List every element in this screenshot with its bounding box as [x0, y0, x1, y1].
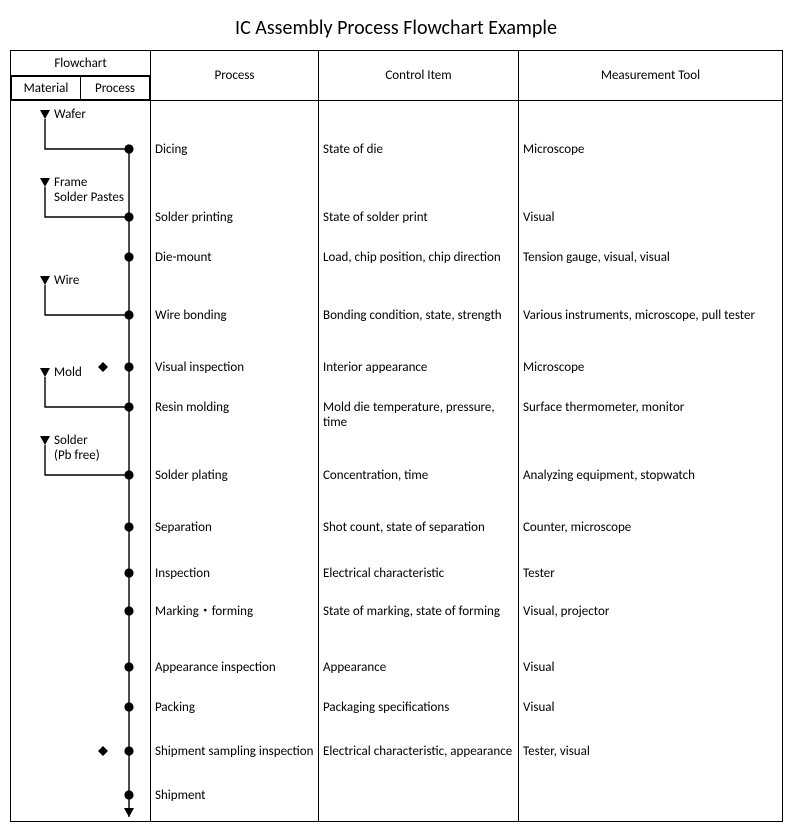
flowchart-table: Flowchart Process Control Item Measureme… — [10, 50, 783, 822]
flowchart-svg: Wafer FrameSolder Pastes Wire Mold Solder(Pb… — [11, 101, 151, 821]
measurement-tool-label: Visual — [523, 211, 780, 226]
measurement-tool-label: Analyzing equipment, stopwatch — [523, 469, 780, 484]
process-node-icon — [124, 790, 133, 799]
process-column: Dicing Solder printing Die-mount Wire bondi… — [151, 101, 319, 822]
process-step-label: Packing — [155, 701, 316, 716]
diamond-icon — [98, 362, 108, 372]
control-item-label: Load, chip position, chip direction — [323, 251, 516, 266]
header-control: Control Item — [319, 51, 519, 101]
process-node-icon — [124, 702, 133, 711]
process-step-label: Appearance inspection — [155, 661, 316, 676]
material-input-icon — [40, 110, 50, 119]
material-label: Frame — [54, 175, 87, 190]
control-item-label: Appearance — [323, 661, 516, 676]
measurement-tool-label: Visual — [523, 701, 780, 716]
page-title: IC Assembly Process Flowchart Example — [10, 16, 782, 40]
process-step-label: Separation — [155, 521, 316, 536]
control-item-label: Electrical characteristic — [323, 567, 516, 582]
process-step-label: Marking・forming — [155, 605, 316, 620]
process-step-label: Wire bonding — [155, 309, 316, 324]
control-item-label: Shot count, state of separation — [323, 521, 516, 536]
process-step-label: Resin molding — [155, 401, 316, 416]
process-step-label: Die-mount — [155, 251, 316, 266]
process-step-label: Shipment — [155, 789, 316, 804]
control-item-label: State of marking, state of forming — [323, 605, 516, 620]
material-label: Wafer — [54, 107, 86, 122]
process-step-label: Inspection — [155, 567, 316, 582]
process-node-icon — [124, 362, 133, 371]
header-process-sub: Process — [81, 77, 150, 100]
process-step-label: Solder plating — [155, 469, 316, 484]
control-item-label: Bonding condition, state, strength — [323, 309, 516, 324]
measurement-tool-label: Microscope — [523, 361, 780, 376]
process-node-icon — [124, 522, 133, 531]
process-node-icon — [124, 662, 133, 671]
process-step-label: Solder printing — [155, 211, 316, 226]
measurement-tool-label: Visual, projector — [523, 605, 780, 620]
material-input-icon — [40, 368, 50, 377]
measurement-tool-label: Visual — [523, 661, 780, 676]
measurement-tool-label: Tester, visual — [523, 745, 780, 760]
control-item-label: State of solder print — [323, 211, 516, 226]
measure-column: Microscope Visual Tension gauge, visual, v… — [519, 101, 783, 822]
material-input-icon — [40, 436, 50, 445]
process-step-label: Visual inspection — [155, 361, 316, 376]
flowchart-diagram-cell: Wafer FrameSolder Pastes Wire Mold Solder(Pb… — [11, 101, 151, 822]
measurement-tool-label: Counter, microscope — [523, 521, 780, 536]
diamond-icon — [98, 746, 108, 756]
material-label: Wire — [54, 273, 79, 288]
process-step-label: Shipment sampling inspection — [155, 745, 316, 760]
material-label: (Pb free) — [54, 448, 100, 463]
control-item-label: Interior appearance — [323, 361, 516, 376]
header-flowchart: Flowchart — [11, 51, 151, 76]
control-item-label: State of die — [323, 143, 516, 158]
process-node-icon — [124, 606, 133, 615]
material-label: Solder Pastes — [54, 190, 124, 205]
process-node-icon — [124, 252, 133, 261]
control-column: State of die State of solder print Load, c… — [319, 101, 519, 822]
control-item-label: Mold die temperature, pressure, time — [323, 401, 516, 431]
material-input-icon — [40, 178, 50, 187]
header-measure: Measurement Tool — [519, 51, 783, 101]
process-node-icon — [124, 568, 133, 577]
measurement-tool-label: Surface thermometer, monitor — [523, 401, 780, 416]
measurement-tool-label: Tension gauge, visual, visual — [523, 251, 780, 266]
measurement-tool-label: Various instruments, microscope, pull te… — [523, 309, 780, 324]
measurement-tool-label: Tester — [523, 567, 780, 582]
material-label: Mold — [54, 365, 82, 380]
material-input-icon — [40, 276, 50, 285]
process-node-icon — [124, 746, 133, 755]
header-material: Material — [12, 77, 81, 100]
control-item-label: Packaging specifications — [323, 701, 516, 716]
control-item-label: Electrical characteristic, appearance — [323, 745, 516, 760]
control-item-label: Concentration, time — [323, 469, 516, 484]
material-label: Solder — [54, 433, 88, 448]
header-process: Process — [151, 51, 319, 101]
measurement-tool-label: Microscope — [523, 143, 780, 158]
process-step-label: Dicing — [155, 143, 316, 158]
